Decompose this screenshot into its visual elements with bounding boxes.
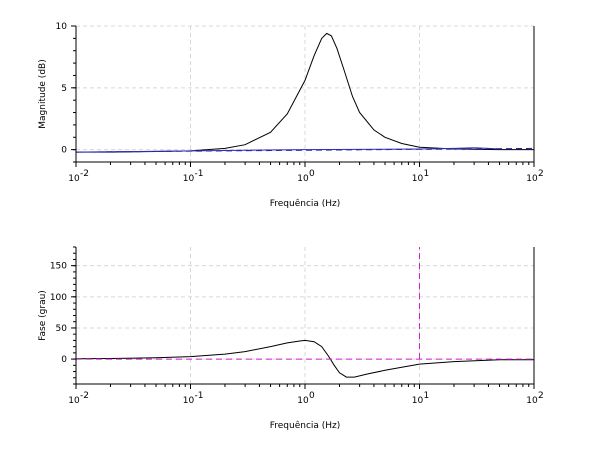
magnitude-y-tick-label: 5	[61, 84, 67, 94]
phase-x-tick-exponent: 2	[538, 391, 544, 401]
magnitude-x-tick-label: 10	[68, 174, 80, 184]
phase-x-tick-label: 10	[297, 396, 309, 406]
magnitude-x-tick-label: 10	[297, 174, 309, 184]
phase-x-tick-label: 10	[183, 396, 195, 406]
phase-series-0	[75, 339, 534, 378]
phase-x-axis-label: Frequência (Hz)	[270, 420, 341, 431]
phase-x-tick-exponent: 0	[309, 391, 315, 401]
phase-x-tick-exponent: 1	[424, 391, 430, 401]
magnitude-x-tick-exponent: 2	[538, 169, 544, 179]
phase-y-tick-label: 50	[56, 324, 68, 334]
magnitude-x-tick-label: 10	[183, 174, 195, 184]
magnitude-y-tick-label: 0	[61, 146, 67, 156]
magnitude-x-tick-exponent: 0	[309, 169, 315, 179]
magnitude-x-tick-label: 10	[412, 174, 424, 184]
magnitude-x-tick-exponent: 1	[424, 169, 430, 179]
magnitude-series-1	[75, 147, 535, 153]
phase-x-tick-exponent: -2	[80, 391, 89, 401]
magnitude-y-tick-label: 10	[56, 22, 68, 32]
phase-y-tick-label: 150	[50, 262, 67, 272]
magnitude-x-tick-exponent: -1	[195, 169, 204, 179]
magnitude-series-2	[75, 147, 500, 153]
magnitude-x-tick-label: 10	[526, 174, 538, 184]
phase-y-tick-label: 0	[61, 355, 67, 365]
magnitude-series-0	[76, 32, 534, 153]
phase-y-tick-label: 100	[50, 293, 67, 303]
phase-x-tick-exponent: -1	[195, 391, 204, 401]
phase-x-tick-label: 10	[68, 396, 80, 406]
phase-x-tick-label: 10	[526, 396, 538, 406]
phase-y-axis-label: Fase (grau)	[38, 290, 48, 341]
magnitude-x-tick-exponent: -2	[80, 169, 89, 179]
phase-x-tick-label: 10	[412, 396, 424, 406]
magnitude-y-axis-label: Magnitude (dB)	[38, 59, 48, 128]
magnitude-x-axis-label: Frequência (Hz)	[270, 198, 341, 209]
